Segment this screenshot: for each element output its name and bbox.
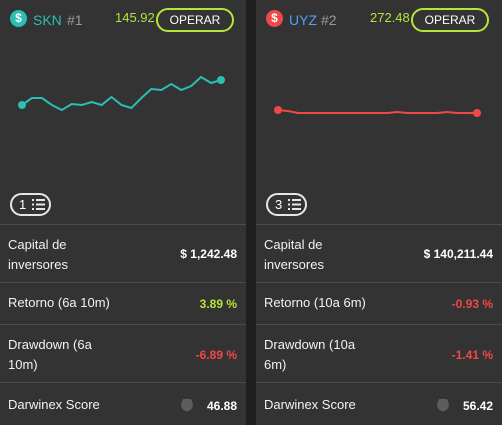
- operar-button[interactable]: OPERAR: [156, 8, 234, 32]
- header-value: 272.48: [370, 10, 410, 25]
- capital-label: Capital de inversores: [8, 237, 68, 272]
- drawdown-label: Drawdown (6a 10m): [8, 337, 92, 372]
- capital-row: Capital de inversores $ 140,211.44: [256, 224, 502, 282]
- score-value: 46.88: [206, 399, 237, 413]
- dollar-icon: $: [266, 10, 283, 27]
- darwin-card-skn[interactable]: $ SKN #1 145.92 OPERAR 1 Capital de inve…: [0, 0, 246, 425]
- sparkline-start-dot: [18, 101, 26, 109]
- sparkline-end-dot: [217, 76, 225, 84]
- card-header: $ SKN #1 145.92 OPERAR: [0, 0, 246, 40]
- drawdown-row: Drawdown (6a 10m) -6.89 %: [0, 324, 246, 382]
- dollar-icon: $: [10, 10, 27, 27]
- sparkline-chart: [18, 75, 225, 112]
- card-header: $ UYZ #2 272.48 OPERAR: [256, 0, 502, 40]
- sparkline-end-dot: [473, 109, 481, 117]
- retorno-value: -0.93 %: [451, 297, 493, 311]
- drawdown-label: Drawdown (10a 6m): [264, 337, 356, 372]
- list-count-badge[interactable]: 1: [10, 193, 51, 216]
- sparkline-line: [21, 75, 222, 112]
- capital-value: $ 1,242.48: [180, 247, 237, 261]
- darwin-rank: #1: [67, 12, 83, 28]
- capital-value: $ 140,211.44: [423, 247, 493, 261]
- drawdown-row: Drawdown (10a 6m) -1.41 %: [256, 324, 502, 382]
- operar-button[interactable]: OPERAR: [411, 8, 489, 32]
- shield-icon: [437, 399, 449, 412]
- drawdown-value: -6.89 %: [195, 348, 237, 362]
- darwin-card-uyz[interactable]: $ UYZ #2 272.48 OPERAR 3 Capital de inve…: [256, 0, 502, 425]
- list-count: 1: [19, 197, 27, 212]
- retorno-row: Retorno (10a 6m) -0.93 %: [256, 282, 502, 324]
- list-count-badge[interactable]: 3: [266, 193, 307, 216]
- list-count: 3: [275, 197, 283, 212]
- score-row: Darwinex Score 56.42: [256, 382, 502, 425]
- sparkline-line: [277, 109, 477, 114]
- sparkline-chart: [274, 106, 481, 117]
- score-label: Darwinex Score: [8, 397, 100, 412]
- retorno-label: Retorno (10a 6m): [264, 295, 366, 310]
- sparkline-start-dot: [274, 106, 282, 114]
- capital-label: Capital de inversores: [264, 237, 324, 272]
- list-icon: [32, 199, 45, 210]
- retorno-value: 3.89 %: [199, 297, 237, 311]
- drawdown-value: -1.41 %: [451, 348, 493, 362]
- score-label: Darwinex Score: [264, 397, 356, 412]
- darwin-symbol[interactable]: SKN: [33, 12, 62, 28]
- score-row: Darwinex Score 46.88: [0, 382, 246, 425]
- retorno-row: Retorno (6a 10m) 3.89 %: [0, 282, 246, 324]
- darwin-rank: #2: [321, 12, 337, 28]
- score-value: 56.42: [462, 399, 493, 413]
- header-value: 145.92: [115, 10, 155, 25]
- retorno-label: Retorno (6a 10m): [8, 295, 110, 310]
- shield-icon: [181, 399, 193, 412]
- darwin-symbol[interactable]: UYZ: [289, 12, 317, 28]
- capital-row: Capital de inversores $ 1,242.48: [0, 224, 246, 282]
- list-icon: [288, 199, 301, 210]
